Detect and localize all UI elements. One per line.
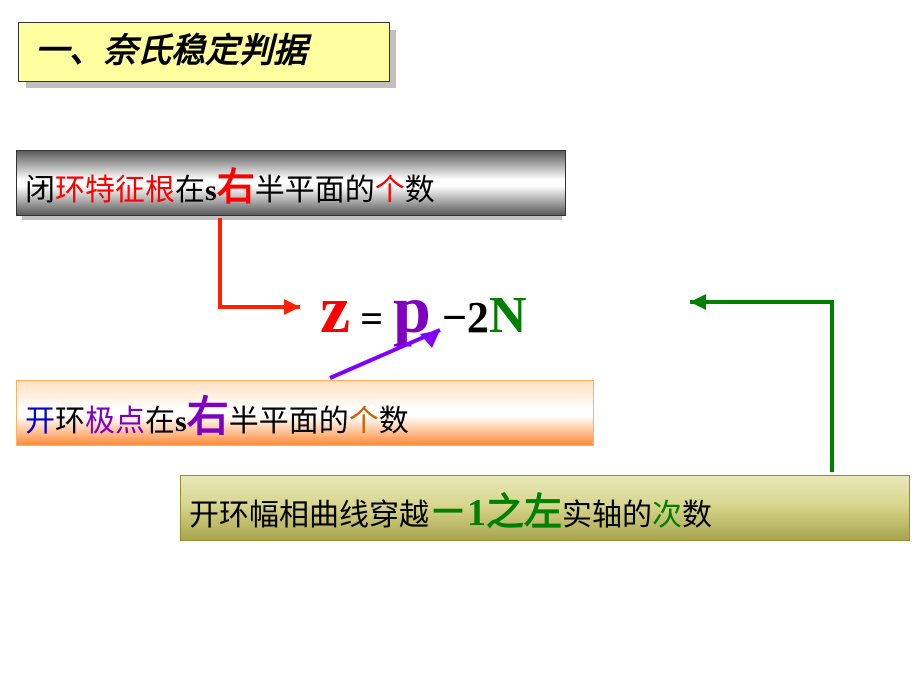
bar3: 开环幅相曲线穿越－1之左实轴的次数 bbox=[180, 475, 910, 541]
text-span: 开 bbox=[25, 405, 55, 438]
text-span: 个 bbox=[349, 405, 379, 438]
text-span: 次 bbox=[652, 499, 682, 532]
text-span: = bbox=[350, 296, 393, 341]
text-span: N bbox=[489, 287, 527, 344]
text-span: 环 bbox=[55, 174, 85, 207]
text-span: 闭 bbox=[25, 174, 55, 207]
bar1: 闭环特征根在s右半平面的个数 bbox=[16, 150, 566, 216]
text-span: 半平面的 bbox=[229, 405, 349, 438]
text-span: 特征根 bbox=[85, 174, 175, 207]
text-span: − bbox=[431, 293, 467, 342]
text-span: 右 bbox=[187, 395, 229, 441]
text-span: 数 bbox=[379, 405, 409, 438]
text-span: 数 bbox=[405, 174, 435, 207]
text-span: 在 bbox=[145, 405, 175, 438]
text-span: z bbox=[320, 271, 350, 347]
bar1-text: 闭环特征根在s右半平面的个数 bbox=[25, 156, 435, 211]
bar3-text: 开环幅相曲线穿越－1之左实轴的次数 bbox=[189, 481, 712, 536]
text-span: 在 bbox=[175, 174, 205, 207]
title-box: 一、奈氏稳定判据 bbox=[18, 22, 390, 82]
text-span: 极点 bbox=[85, 405, 145, 438]
arrow-green-head bbox=[690, 294, 706, 310]
text-span: 数 bbox=[682, 499, 712, 532]
text-span: －1之左 bbox=[429, 492, 562, 534]
text-span: s bbox=[205, 174, 217, 207]
bar2-text: 开环极点在s右半平面的个数 bbox=[25, 383, 409, 444]
text-span: 右 bbox=[217, 167, 255, 209]
text-span: p bbox=[393, 271, 431, 347]
arrow-red-line bbox=[220, 218, 300, 307]
text-span: 实轴的 bbox=[562, 499, 652, 532]
arrow-green-line bbox=[690, 302, 832, 472]
text-span: s bbox=[175, 405, 187, 438]
title-text: 一、奈氏稳定判据 bbox=[19, 23, 389, 81]
arrow-red-head bbox=[284, 299, 300, 315]
text-span: 环 bbox=[55, 405, 85, 438]
bar2: 开环极点在s右半平面的个数 bbox=[16, 380, 594, 446]
text-span: 2 bbox=[467, 293, 489, 342]
text-span: 半平面的 bbox=[255, 174, 375, 207]
text-span: 开环幅相曲线穿越 bbox=[189, 499, 429, 532]
equation: z = p −2N bbox=[320, 270, 526, 349]
text-span: 个 bbox=[375, 174, 405, 207]
